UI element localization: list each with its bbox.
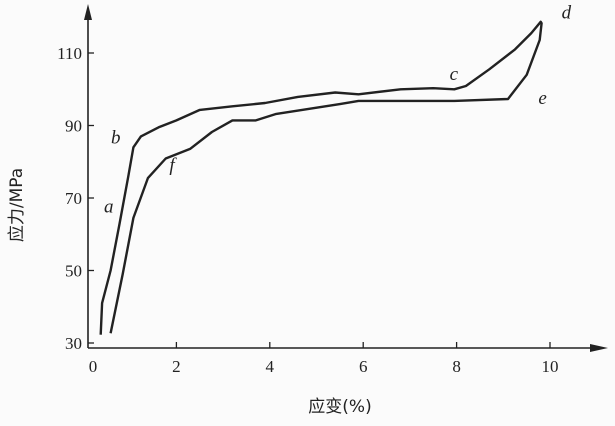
- y-axis-title: 应力/MPa: [7, 168, 27, 242]
- x-axis-arrow: [590, 344, 608, 352]
- point-label-c: c: [450, 64, 459, 85]
- point-label-a: a: [104, 197, 114, 218]
- y-tick-label: 90: [65, 117, 82, 136]
- x-tick-label: 6: [359, 357, 368, 376]
- x-tick-label: 0: [89, 357, 98, 376]
- axes: [84, 4, 608, 352]
- y-tick-label: 30: [65, 334, 82, 353]
- point-label-d: d: [562, 3, 572, 24]
- x-tick-label: 4: [266, 357, 275, 376]
- x-axis-title: 应变(%): [308, 397, 371, 417]
- point-label-e: e: [538, 88, 546, 109]
- x-tick-label: 10: [542, 357, 559, 376]
- y-axis-arrow: [84, 4, 92, 20]
- y-tick-label: 110: [57, 44, 82, 63]
- point-label-b: b: [111, 128, 121, 149]
- y-tick-label: 70: [65, 189, 82, 208]
- x-tick-label: 2: [172, 357, 181, 376]
- point-label-f: f: [169, 155, 177, 176]
- x-tick-label: 8: [452, 357, 461, 376]
- y-tick-label: 50: [65, 262, 82, 281]
- stress-strain-curve: [99, 20, 543, 335]
